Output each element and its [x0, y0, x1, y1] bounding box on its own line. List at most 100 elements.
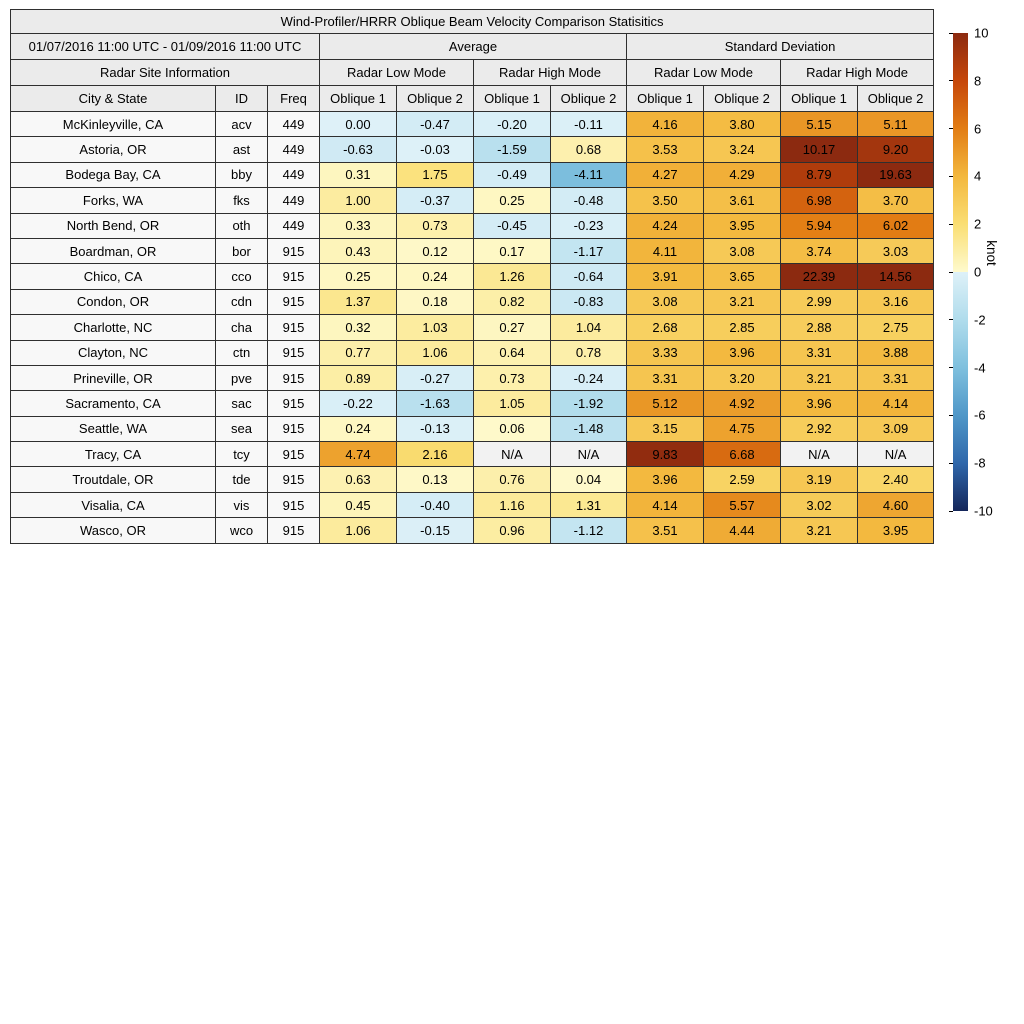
group-header-row: 01/07/2016 11:00 UTC - 01/09/2016 11:00 … — [10, 33, 935, 60]
freq-cell: 915 — [267, 339, 320, 366]
value-cell: 4.92 — [703, 390, 781, 417]
value-cell: 3.91 — [626, 263, 704, 290]
value-cell: 3.09 — [856, 415, 935, 443]
value-cell: 4.14 — [626, 491, 704, 519]
site-id-cell: cha — [215, 314, 268, 341]
value-cell: 3.21 — [780, 364, 858, 392]
value-cell: -0.37 — [396, 187, 474, 214]
value-cell: 1.31 — [550, 491, 627, 519]
col-header-id: ID — [215, 85, 268, 112]
freq-cell: 449 — [267, 110, 320, 138]
value-cell: -0.27 — [396, 364, 474, 392]
site-id-cell: cco — [215, 263, 268, 290]
value-cell: -0.20 — [473, 110, 551, 138]
value-cell: 3.03 — [856, 237, 935, 265]
colorbar-tick-mark — [949, 223, 953, 225]
figure-title: Wind-Profiler/HRRR Oblique Beam Velocity… — [9, 9, 935, 34]
table-row: Wasco, OR wco 915 1.06 -0.15 0.96 -1.12 3.51 4.4… — [10, 517, 935, 544]
value-cell: 0.06 — [473, 415, 551, 443]
value-cell: 1.75 — [396, 161, 474, 189]
freq-cell: 449 — [267, 136, 320, 163]
std-high-mode-header: Radar High Mode — [779, 59, 935, 86]
value-cell: 3.80 — [703, 110, 781, 138]
value-cell: -1.12 — [550, 517, 627, 544]
value-cell: 4.14 — [856, 390, 935, 417]
mode-header-row: Radar Site Information Radar Low Mode Ra… — [10, 59, 935, 86]
site-id-cell: acv — [215, 110, 268, 138]
value-cell: 4.44 — [703, 517, 781, 544]
col-header-std-high-oblique-1: Oblique 1 — [780, 85, 858, 112]
value-cell: -0.15 — [396, 517, 474, 544]
site-id-cell: cdn — [215, 288, 268, 316]
value-cell: 4.16 — [626, 110, 704, 138]
value-cell: 0.25 — [473, 187, 551, 214]
value-cell: -0.11 — [550, 110, 627, 138]
city-cell: North Bend, OR — [10, 212, 216, 239]
table-row: McKinleyville, CA acv 449 0.00 -0.47 -0.20 -0.… — [10, 110, 935, 138]
value-cell: -1.17 — [550, 237, 627, 265]
table-row: Boardman, OR bor 915 0.43 0.12 0.17 -1.17 4.11 3… — [10, 237, 935, 265]
colorbar-tick-mark — [949, 367, 953, 369]
date-range: 01/07/2016 11:00 UTC - 01/09/2016 11:00 … — [10, 33, 320, 60]
colorbar-tick-mark — [949, 32, 953, 34]
value-cell: 6.98 — [780, 187, 858, 214]
col-header-std-low-oblique-1: Oblique 1 — [626, 85, 704, 112]
value-cell: 0.24 — [396, 263, 474, 290]
value-cell: 0.31 — [319, 161, 397, 189]
group-header-average: Average — [319, 33, 627, 60]
value-cell: 0.76 — [473, 466, 551, 493]
value-cell: 0.64 — [473, 339, 551, 366]
value-cell: 1.03 — [396, 314, 474, 341]
value-cell: 6.02 — [856, 212, 935, 239]
value-cell: 2.92 — [780, 415, 858, 443]
colorbar-gradient — [953, 33, 968, 511]
value-cell: 0.12 — [396, 237, 474, 265]
value-cell: 0.73 — [473, 364, 551, 392]
value-cell: -0.83 — [550, 288, 627, 316]
value-cell: 3.95 — [856, 517, 935, 544]
freq-cell: 449 — [267, 212, 320, 239]
site-id-cell: ast — [215, 136, 268, 163]
colorbar-tick-label: -10 — [974, 503, 993, 519]
col-header-avg-high-oblique-2: Oblique 2 — [550, 85, 627, 112]
value-cell: 4.75 — [703, 415, 781, 443]
value-cell: 0.04 — [550, 466, 627, 493]
value-cell: 3.50 — [626, 187, 704, 214]
table-row: North Bend, OR oth 449 0.33 0.73 -0.45 -0.23 4.… — [10, 212, 935, 239]
value-cell: 0.25 — [319, 263, 397, 290]
value-cell: 9.83 — [626, 441, 704, 468]
value-cell: -0.24 — [550, 364, 627, 392]
value-cell: 3.96 — [780, 390, 858, 417]
value-cell: 4.29 — [703, 161, 781, 189]
value-cell: 14.56 — [856, 263, 935, 290]
value-cell: 0.27 — [473, 314, 551, 341]
freq-cell: 915 — [267, 415, 320, 443]
colorbar-tick-label: 2 — [974, 216, 982, 232]
value-cell: 4.74 — [319, 441, 397, 468]
table-row: Troutdale, OR tde 915 0.63 0.13 0.76 0.04 3.96 2… — [10, 466, 935, 493]
col-header-avg-low-oblique-2: Oblique 2 — [396, 85, 474, 112]
value-cell: 3.51 — [626, 517, 704, 544]
value-cell: -0.13 — [396, 415, 474, 443]
value-cell: 0.24 — [319, 415, 397, 443]
value-cell: 0.32 — [319, 314, 397, 341]
value-cell: 3.31 — [856, 364, 935, 392]
value-cell: 0.18 — [396, 288, 474, 316]
value-cell: 2.85 — [703, 314, 781, 341]
value-cell: 0.63 — [319, 466, 397, 493]
value-cell: 10.17 — [780, 136, 858, 163]
value-cell: 0.43 — [319, 237, 397, 265]
value-cell: 3.31 — [626, 364, 704, 392]
value-cell: 0.77 — [319, 339, 397, 366]
table-row: Visalia, CA vis 915 0.45 -0.40 1.16 1.31 4.14 5.… — [10, 491, 935, 519]
site-id-cell: tde — [215, 466, 268, 493]
value-cell: N/A — [856, 441, 935, 468]
col-header-freq: Freq — [267, 85, 320, 112]
value-cell: 2.40 — [856, 466, 935, 493]
city-cell: Clayton, NC — [10, 339, 216, 366]
value-cell: 3.21 — [703, 288, 781, 316]
city-cell: Visalia, CA — [10, 491, 216, 519]
table-head: Wind-Profiler/HRRR Oblique Beam Velocity… — [9, 9, 935, 112]
title-row: Wind-Profiler/HRRR Oblique Beam Velocity… — [9, 9, 935, 34]
colorbar-tick-mark — [949, 414, 953, 416]
